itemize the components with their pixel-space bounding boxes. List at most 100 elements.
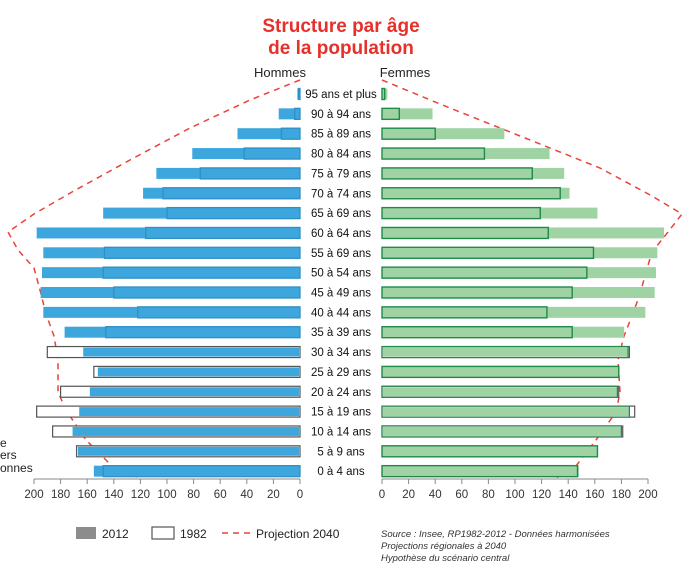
- cut-edge-text-1: e: [0, 436, 7, 450]
- femmes-x-tick-label: 200: [638, 489, 657, 501]
- hommes-1982-bar: [166, 206, 301, 220]
- hommes-2012-bar-overlay: [89, 387, 299, 397]
- age-label: 0 à 4 ans: [317, 466, 365, 478]
- hommes-x-tick-label: 180: [51, 489, 70, 501]
- hommes-1982-bar: [280, 127, 301, 140]
- femmes-x-tick-label: 20: [402, 489, 415, 501]
- axis-ticks: 200 180 160 140 120 100 80 60 40 20 0 0 20 40 60 80 100 1…: [24, 479, 658, 501]
- femmes-2012-bar: [382, 128, 505, 140]
- femmes-1982-bar: [381, 167, 533, 180]
- hommes-2012-bar-overlay: [72, 426, 299, 436]
- legend-label-projection: Projection 2040: [256, 527, 340, 541]
- femmes-header: Femmes: [380, 65, 431, 80]
- femmes-x-tick-label: 0: [379, 489, 385, 501]
- hommes-2012-bar: [93, 465, 300, 477]
- femmes-2012-bar: [382, 465, 579, 477]
- hommes-2012-bar: [43, 247, 301, 259]
- hommes-2012-bar-overlay: [97, 367, 299, 377]
- age-label: 40 à 44 ans: [311, 307, 371, 319]
- hommes-2012-bar: [237, 128, 300, 140]
- age-label: 30 à 34 ans: [311, 347, 371, 359]
- femmes-2012-bar-overlay: [383, 347, 629, 357]
- hommes-1982-bar: [113, 286, 301, 299]
- femmes-1982-bar: [381, 365, 620, 379]
- hommes-1982-bar: [105, 326, 301, 339]
- femmes-2012-bar: [382, 326, 625, 338]
- femmes-x-tick-label: 140: [559, 489, 578, 501]
- age-label: 60 à 64 ans: [311, 228, 371, 240]
- femmes-2012-bar-overlay: [383, 387, 618, 397]
- hommes-bars: [36, 87, 301, 478]
- chart-title-line-2: de la population: [268, 38, 414, 59]
- femmes-2012-outline: [381, 385, 619, 398]
- femmes-2012-bar: [382, 247, 658, 259]
- femmes-1982-bar: [381, 226, 549, 240]
- femmes-2012-bar: [382, 148, 550, 160]
- hommes-2012-bar: [64, 326, 300, 338]
- femmes-bars: [381, 87, 664, 478]
- femmes-2012-bar: [382, 287, 655, 298]
- femmes-2012-outline: [381, 405, 630, 418]
- projection-2040-layer: [7, 79, 682, 479]
- age-label: 75 à 79 ans: [311, 168, 371, 180]
- age-label: 35 à 39 ans: [311, 327, 371, 339]
- femmes-1982-bar: [381, 127, 436, 140]
- femmes-x-tick-label: 80: [482, 489, 495, 501]
- source-line-2: Projections régionales à 2040: [381, 541, 507, 552]
- femmes-2012-bar: [382, 227, 664, 239]
- femmes-x-tick-label: 60: [455, 489, 468, 501]
- age-label: 55 à 69 ans: [311, 248, 371, 260]
- source-line-3: Hypothèse du scénario central: [381, 553, 510, 564]
- hommes-1982-bar: [102, 266, 301, 279]
- hommes-1982-bar: [294, 107, 301, 120]
- femmes-1982-bar: [381, 464, 579, 478]
- hommes-1982-bar: [199, 167, 301, 180]
- age-label: 25 à 29 ans: [311, 367, 371, 379]
- age-label: 50 à 54 ans: [311, 268, 371, 280]
- legend: 2012 1982 Projection 2040: [76, 526, 340, 541]
- femmes-1982-bar: [381, 147, 486, 160]
- femmes-2012-outline: [381, 425, 622, 438]
- hommes-x-tick-label: 200: [24, 489, 43, 501]
- femmes-1982-bar: [381, 87, 386, 101]
- hommes-1982-bar: [103, 246, 301, 259]
- femmes-x-tick-label: 40: [429, 489, 442, 501]
- hommes-2012-bar: [156, 167, 300, 179]
- hommes-1982-bar: [137, 306, 301, 319]
- hommes-1982-bar: [298, 87, 301, 101]
- hommes-2012-bar: [36, 227, 300, 239]
- hommes-2012-bar: [43, 306, 301, 318]
- legend-label-2012: 2012: [102, 527, 129, 541]
- hommes-2012-bar: [192, 148, 300, 160]
- age-label: 70 à 74 ans: [311, 188, 371, 200]
- femmes-2012-bar: [382, 108, 433, 120]
- femmes-1982-bar: [381, 246, 595, 260]
- hommes-x-tick-label: 140: [104, 489, 123, 501]
- femmes-1982-bar: [381, 445, 599, 458]
- femmes-2012-bar: [382, 167, 565, 179]
- cut-edge-text-2: ers: [0, 448, 17, 462]
- hommes-x-tick-label: 160: [78, 489, 97, 501]
- legend-label-1982: 1982: [180, 527, 207, 541]
- hommes-2012-bar-overlay: [77, 446, 299, 456]
- hommes-x-tick-label: 40: [240, 489, 253, 501]
- legend-swatch-2012: [76, 527, 96, 539]
- hommes-x-tick-label: 120: [131, 489, 150, 501]
- age-label: 5 à 9 ans: [317, 446, 365, 458]
- hommes-2012-bar: [278, 108, 300, 120]
- femmes-x-tick-label: 100: [505, 489, 524, 501]
- hommes-x-tick-label: 0: [297, 489, 303, 501]
- age-label: 95 ans et plus: [305, 89, 377, 101]
- femmes-2012-bar: [382, 187, 570, 199]
- age-label: 65 à 69 ans: [311, 208, 371, 220]
- femmes-2012-bar-overlay: [383, 426, 622, 436]
- hommes-2012-bar: [41, 267, 300, 279]
- femmes-2012-bar: [382, 306, 646, 318]
- femmes-2012-outline: [381, 345, 629, 359]
- hommes-x-tick-label: 20: [267, 489, 280, 501]
- hommes-2012-bar: [143, 187, 300, 199]
- legend-swatch-1982: [151, 526, 175, 540]
- age-label: 90 à 94 ans: [311, 109, 371, 121]
- femmes-x-tick-label: 160: [585, 489, 604, 501]
- femmes-1982-bar: [381, 286, 573, 299]
